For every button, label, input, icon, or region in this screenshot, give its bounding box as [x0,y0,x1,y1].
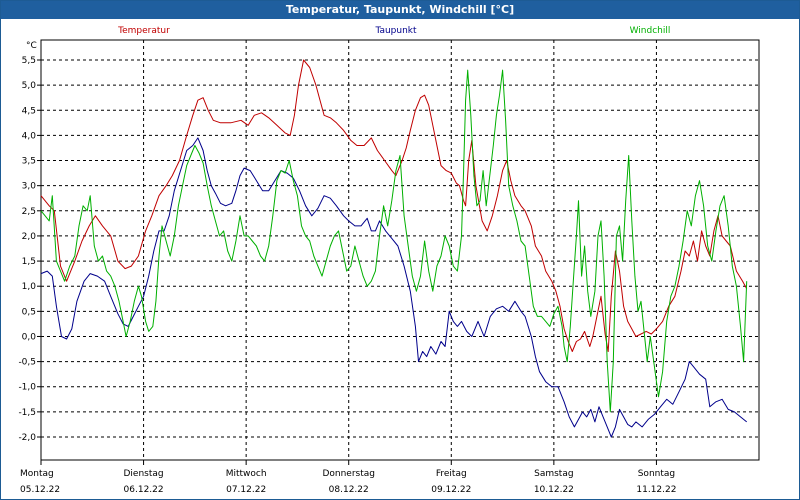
y-tick-label: -0,5 [18,358,36,368]
y-tick-label: 1,0 [22,282,37,292]
x-day-label: Donnerstag [322,469,375,479]
legend-taupunkt: Taupunkt [374,26,417,36]
y-tick-label: -1,0 [18,383,36,393]
legend-windchill: Windchill [630,26,671,36]
y-tick-label: 0,5 [22,307,36,317]
y-tick-label: 2,5 [22,207,36,217]
x-day-label: Mittwoch [226,469,267,479]
x-axis-labels: Montag 05.12.22 Dienstag 06.12.22 Mittwoch 07… [20,460,676,495]
y-tick-label: 4,5 [22,106,36,116]
y-tick-label: -1,5 [18,408,36,418]
plot-area [40,39,760,461]
x-day-label: Freitag [436,469,467,479]
series-lines [40,59,748,438]
grid [41,40,759,460]
x-date-label: 06.12.22 [124,485,164,495]
x-date-label: 07.12.22 [226,485,266,495]
legend: Temperatur Taupunkt Windchill [117,26,670,36]
y-tick-label: 1,5 [22,257,36,267]
y-tick-label: 5,5 [22,56,36,66]
x-date-label: 05.12.22 [20,485,60,495]
x-date-label: 08.12.22 [329,485,369,495]
y-tick-label: 5,0 [22,81,37,91]
series-line-taupunkt [40,137,748,438]
x-day-label: Sonntag [638,469,675,479]
y-tick-label: 0,0 [22,332,37,342]
x-date-label: 09.12.22 [431,485,471,495]
y-tick-label: 3,0 [22,182,37,192]
x-day-label: Montag [20,469,54,479]
x-day-label: Samstag [534,469,573,479]
y-tick-label: 2,0 [22,232,37,242]
x-date-label: 10.12.22 [534,485,574,495]
legend-temperatur: Temperatur [117,26,170,36]
series-line-windchill [40,69,748,413]
y-tick-label: 4,0 [22,131,37,141]
y-axis-ticks: 5,5 5,0 4,5 4,0 3,5 3,0 2,5 2,0 1,5 1,0 0,5 0,0 -0,5… [18,56,41,443]
chart-title: Temperatur, Taupunkt, Windchill [°C] [1,1,799,19]
x-day-label: Dienstag [124,469,164,479]
y-tick-label: 3,5 [22,157,36,167]
y-axis-label: °C [26,41,37,51]
y-tick-label: -2,0 [18,433,36,443]
x-date-label: 11.12.22 [636,485,676,495]
series-line-temperatur [40,59,748,352]
